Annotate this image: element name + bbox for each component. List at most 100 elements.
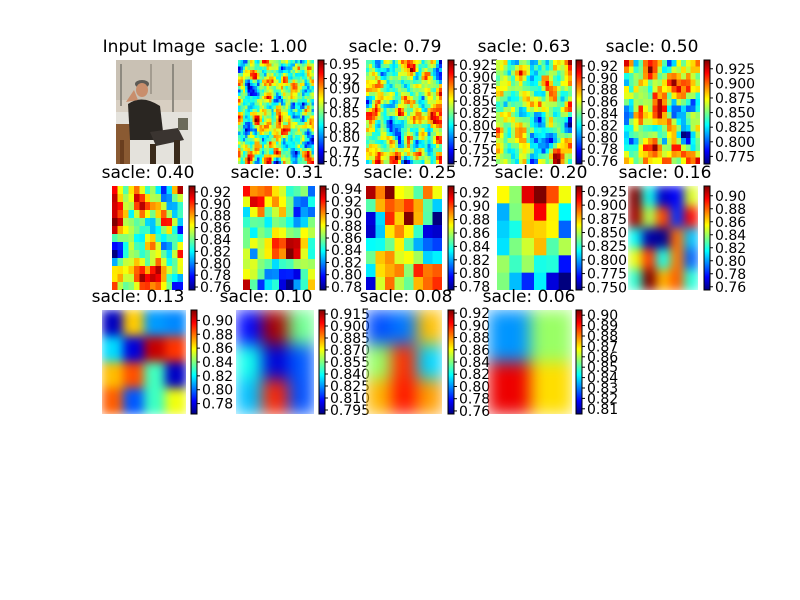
heatmap-cell xyxy=(172,226,179,235)
heatmap-cell xyxy=(695,99,700,107)
heatmap-cell xyxy=(299,69,303,74)
heatmap-cell xyxy=(383,120,388,125)
heatmap-cell xyxy=(662,125,668,133)
heatmap-cell xyxy=(249,157,253,162)
colorbar-tick-label: 0.810 xyxy=(330,391,370,407)
heatmap-cell xyxy=(427,76,431,81)
heatmap-cell xyxy=(257,118,260,123)
heatmap-cell xyxy=(371,72,376,77)
heatmap-cell xyxy=(380,92,385,97)
heatmap-cell xyxy=(309,131,313,136)
heatmap-cell xyxy=(436,156,440,161)
heatmap-cell xyxy=(684,186,698,208)
heatmap-cell xyxy=(285,102,289,107)
heatmap-cell xyxy=(558,238,571,256)
heatmap-cell xyxy=(545,132,550,139)
heatmap-cell xyxy=(628,112,635,120)
heatmap-cell xyxy=(676,105,682,113)
heatmap-cell xyxy=(398,120,402,125)
heatmap-cell xyxy=(299,112,303,116)
heatmap-cell xyxy=(252,118,256,123)
heatmap-cell xyxy=(368,64,373,69)
heatmap-cell xyxy=(257,125,260,129)
heatmap-cell xyxy=(302,118,306,123)
heatmap-cell xyxy=(309,125,313,129)
heatmap-cell xyxy=(288,379,314,414)
heatmap-cell xyxy=(541,158,546,164)
heatmap-cell xyxy=(695,118,700,126)
heatmap-cells xyxy=(496,60,572,164)
heatmap-cell xyxy=(404,186,415,200)
heatmap-cell xyxy=(271,69,275,74)
heatmap-cell xyxy=(395,88,399,93)
heatmap-cell xyxy=(515,143,520,149)
heatmap-cell xyxy=(271,95,275,100)
heatmap-cell xyxy=(273,73,277,77)
heatmap-cell xyxy=(395,108,399,113)
heatmap-cell xyxy=(398,60,402,65)
heatmap-cell xyxy=(292,141,296,146)
heatmap-cell xyxy=(395,64,399,69)
heatmap-cell xyxy=(128,242,135,251)
heatmap-cell xyxy=(424,112,428,117)
colorbar-tick-label: 0.775 xyxy=(459,130,499,146)
heatmap-cell xyxy=(139,218,146,227)
heatmap-cell xyxy=(280,115,284,120)
heatmap-cell xyxy=(401,116,405,121)
heatmap-cell xyxy=(128,274,135,283)
heatmap-cell xyxy=(404,124,408,129)
heatmap-cell xyxy=(292,134,296,139)
heatmap-cell xyxy=(515,60,520,66)
heatmap-cell xyxy=(290,128,294,133)
heatmap-cell xyxy=(385,212,396,226)
heatmap-cell xyxy=(112,274,119,283)
heatmap-cell xyxy=(656,248,671,270)
heatmap-cell xyxy=(383,160,388,164)
colorbar-tick-label: 0.87 xyxy=(329,96,360,112)
colorbar-tick-label: 0.77 xyxy=(329,145,360,161)
heatmap-cell xyxy=(133,266,140,275)
heatmap-cell xyxy=(439,88,442,93)
heatmap-cell xyxy=(287,125,291,129)
heatmap-cell xyxy=(624,73,630,81)
heatmap-cell xyxy=(161,274,168,283)
heatmap-cell xyxy=(238,147,241,152)
heatmap-cell xyxy=(238,125,241,129)
heatmap-cell xyxy=(249,102,253,107)
heatmap-cell xyxy=(254,63,258,68)
heatmap-cell xyxy=(404,225,415,239)
heatmap-cell xyxy=(292,160,296,164)
heatmap-cell xyxy=(366,140,370,145)
heatmap-cell xyxy=(273,105,277,110)
heatmap-cell xyxy=(553,70,558,77)
heatmap-cell xyxy=(295,147,298,152)
heatmap-cell xyxy=(311,99,314,103)
heatmap-cell xyxy=(249,112,253,116)
heatmap-cell xyxy=(280,66,284,71)
heatmap-cell xyxy=(271,258,280,270)
heatmap-cell xyxy=(503,122,508,129)
heatmap-cell xyxy=(647,86,654,94)
heatmap-cell xyxy=(261,63,265,68)
heatmap-cell xyxy=(261,131,265,136)
heatmap-cell xyxy=(418,84,423,89)
heatmap-cell xyxy=(545,127,550,134)
heatmap-cell xyxy=(657,125,663,133)
heatmap-cell xyxy=(144,194,151,203)
heatmap-cell xyxy=(392,132,396,137)
heatmap-cell xyxy=(283,99,287,103)
heatmap-cell xyxy=(295,99,298,103)
heatmap-cell xyxy=(427,160,431,164)
heatmap-cell xyxy=(278,69,282,74)
heatmap-cell xyxy=(254,121,258,126)
heatmap-cell xyxy=(264,144,268,149)
heatmap-cell xyxy=(374,64,379,69)
heatmap-cell xyxy=(311,108,314,113)
heatmap-cell xyxy=(560,75,565,82)
heatmap-cell xyxy=(300,217,309,229)
heatmap-cell xyxy=(401,100,405,105)
heatmap-cell xyxy=(295,160,298,164)
heatmap-cell xyxy=(257,206,266,218)
heatmap-cell xyxy=(371,148,376,153)
heatmap-cell xyxy=(496,75,501,82)
